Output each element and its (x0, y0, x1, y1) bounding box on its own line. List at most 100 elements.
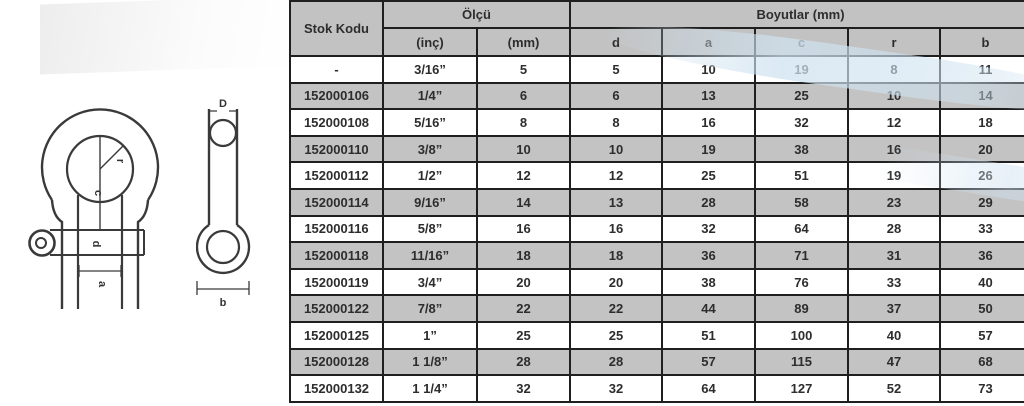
cell-dim-c: 32 (754, 108, 849, 137)
cell-dim-d: 22 (569, 294, 663, 323)
cell-olcu-mm: 5 (476, 55, 571, 84)
cell-stok-kodu: 152000116 (289, 214, 384, 244)
cell-dim-r: 31 (847, 241, 941, 270)
cell-dim-b: 68 (938, 347, 1024, 377)
cell-dim-c: 58 (754, 187, 849, 217)
cell-olcu-inch: 5/8” (382, 214, 478, 244)
cell-stok-kodu: 152000112 (289, 161, 384, 190)
dim-label-c: c (92, 190, 104, 196)
cell-dim-c: 51 (754, 161, 849, 190)
eye-hole (205, 229, 241, 265)
cell-stok-kodu: 152000132 (289, 374, 384, 403)
cell-stok-kodu: 152000114 (289, 187, 384, 217)
header-r: r (847, 27, 941, 57)
cell-dim-d: 6 (569, 81, 663, 111)
table-row: 152000125 1” 25 25 51 100 40 57 (289, 320, 1024, 350)
table-row: 152000114 9/16” 14 13 28 58 23 29 (289, 187, 1024, 217)
dim-label-r: r (114, 159, 126, 164)
bow-shackle-front-view-drawing: r c d a (22, 95, 177, 313)
table-row: 152000122 7/8” 22 22 44 89 37 50 (289, 294, 1024, 323)
cell-dim-d: 8 (569, 108, 663, 137)
cell-dim-b: 11 (938, 55, 1024, 84)
cell-dim-r: 19 (847, 161, 941, 190)
cell-dim-c: 76 (754, 267, 849, 297)
table-row: 152000106 1/4” 6 6 13 25 10 14 (289, 81, 1024, 111)
cell-dim-a: 28 (661, 187, 756, 217)
cell-olcu-mm: 25 (476, 320, 571, 350)
cell-stok-kodu: 152000119 (289, 267, 384, 297)
table-row: 152000116 5/8” 16 16 32 64 28 33 (289, 214, 1024, 244)
table-row: 152000112 1/2” 12 12 25 51 19 26 (289, 161, 1024, 190)
cell-olcu-inch: 5/16” (382, 108, 478, 137)
cell-dim-d: 5 (569, 55, 663, 84)
cell-dim-b: 14 (938, 81, 1024, 111)
cell-dim-r: 8 (847, 55, 941, 84)
cell-olcu-mm: 28 (476, 347, 571, 377)
cell-dim-c: 71 (754, 241, 849, 270)
cell-olcu-inch: 1 1/8” (382, 347, 478, 377)
cell-olcu-mm: 12 (476, 161, 571, 190)
cell-stok-kodu: 152000128 (289, 347, 384, 377)
cell-olcu-inch: 7/8” (382, 294, 478, 323)
cell-dim-d: 28 (569, 347, 663, 377)
cell-dim-r: 40 (847, 320, 941, 350)
cell-olcu-inch: 1” (382, 320, 478, 350)
cell-stok-kodu: 152000125 (289, 320, 384, 350)
table-row: 152000119 3/4” 20 20 38 76 33 40 (289, 267, 1024, 297)
cell-stok-kodu: - (289, 55, 384, 84)
header-b: b (938, 27, 1024, 57)
cell-dim-r: 16 (847, 134, 941, 164)
cell-dim-a: 38 (661, 267, 756, 297)
cell-dim-d: 10 (569, 134, 663, 164)
dim-label-b: b (220, 297, 227, 309)
table-row: 152000108 5/16” 8 8 16 32 12 18 (289, 108, 1024, 137)
header-inch: (inç) (382, 27, 478, 57)
cell-olcu-inch: 9/16” (382, 187, 478, 217)
cell-dim-c: 100 (754, 320, 849, 350)
dim-label-d: d (90, 241, 102, 248)
cell-dim-d: 18 (569, 241, 663, 270)
cell-dim-r: 23 (847, 187, 941, 217)
cell-dim-b: 73 (938, 374, 1024, 403)
cell-dim-a: 51 (661, 320, 756, 350)
cell-dim-b: 29 (938, 187, 1024, 217)
cell-olcu-inch: 1/4” (382, 81, 478, 111)
table-header: Stok Kodu Ölçü Boyutlar (mm) (inç) (mm) … (289, 0, 1024, 57)
cell-olcu-mm: 8 (476, 108, 571, 137)
cell-dim-a: 10 (661, 55, 756, 84)
header-stok-kodu: Stok Kodu (289, 0, 384, 57)
cell-dim-c: 19 (754, 55, 849, 84)
cell-olcu-mm: 10 (476, 134, 571, 164)
cell-olcu-mm: 14 (476, 187, 571, 217)
cell-dim-r: 52 (847, 374, 941, 403)
cell-dim-d: 12 (569, 161, 663, 190)
cell-dim-c: 25 (754, 81, 849, 111)
cell-olcu-inch: 1/2” (382, 161, 478, 190)
pin-cross-section (208, 118, 238, 148)
cell-dim-c: 127 (754, 374, 849, 403)
cell-stok-kodu: 152000122 (289, 294, 384, 323)
cell-olcu-mm: 18 (476, 241, 571, 270)
cell-dim-b: 57 (938, 320, 1024, 350)
cell-dim-c: 64 (754, 214, 849, 244)
cell-olcu-mm: 16 (476, 214, 571, 244)
pin-eye (28, 229, 56, 257)
cell-dim-b: 18 (938, 108, 1024, 137)
cell-dim-r: 33 (847, 267, 941, 297)
table-row: -3/16” 5 5 10 19 8 11 (289, 55, 1024, 84)
cell-dim-a: 44 (661, 294, 756, 323)
cell-dim-b: 40 (938, 267, 1024, 297)
cell-dim-r: 47 (847, 347, 941, 377)
cell-olcu-inch: 3/8” (382, 134, 478, 164)
cell-dim-c: 38 (754, 134, 849, 164)
header-olcu: Ölçü (382, 0, 571, 29)
cell-dim-a: 64 (661, 374, 756, 403)
cell-olcu-inch: 11/16” (382, 241, 478, 270)
cell-dim-c: 115 (754, 347, 849, 377)
cell-dim-b: 26 (938, 161, 1024, 190)
cell-olcu-mm: 22 (476, 294, 571, 323)
cell-stok-kodu: 152000118 (289, 241, 384, 270)
cell-dim-c: 89 (754, 294, 849, 323)
scan-shadow (40, 0, 300, 75)
cell-dim-r: 10 (847, 81, 941, 111)
